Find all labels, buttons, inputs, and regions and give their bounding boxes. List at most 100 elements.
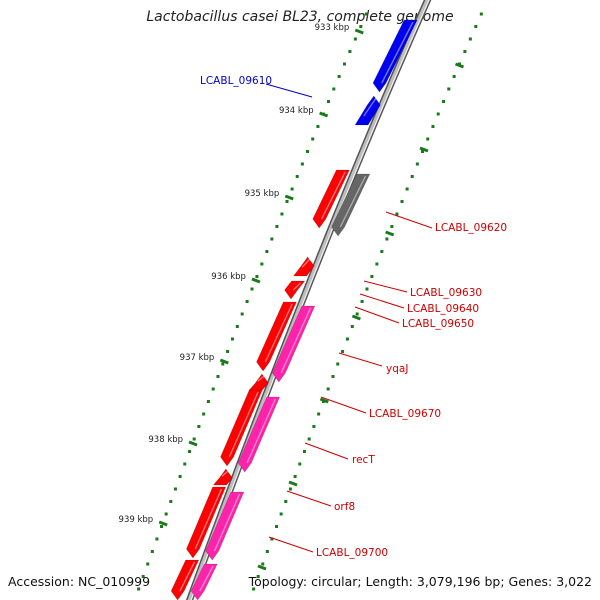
outer-tick-track: [421, 150, 425, 153]
scale-major-tick: [319, 111, 329, 118]
gene-label-LCABL_09620[interactable]: LCABL_09620: [435, 222, 507, 234]
gene-label-orf8[interactable]: orf8: [334, 501, 355, 513]
outer-tick-track: [479, 12, 483, 16]
outer-tick-track: [252, 587, 256, 591]
inner-tick-track: [245, 300, 249, 303]
scale-label: 938 kbp: [148, 435, 183, 445]
inner-tick-track: [300, 162, 304, 166]
gene-arrow-LCABL_09610-shine: [381, 21, 414, 84]
outer-tick-track: [385, 237, 389, 241]
outer-major-tick: [454, 62, 465, 69]
gene-arrow-LCABL_09670-shine: [257, 375, 265, 382]
outer-tick-track: [405, 187, 409, 191]
gene-arrow-orf8[interactable]: [212, 468, 233, 486]
gene-label-LCABL_09650[interactable]: LCABL_09650: [402, 318, 474, 330]
gene-arrow-orf8-shine: [221, 470, 229, 477]
outer-tick-track: [261, 562, 265, 566]
inner-tick-track: [364, 12, 368, 16]
outer-major-tick: [419, 146, 429, 153]
inner-tick-track: [137, 587, 141, 591]
inner-tick-track: [285, 200, 289, 203]
gene-arrow-LCABL_09700-shine: [194, 488, 223, 550]
outer-tick-track: [350, 325, 354, 328]
scale-major-tick: [251, 277, 261, 284]
gene-label-recT[interactable]: recT: [352, 454, 375, 466]
outer-major-tick: [319, 397, 329, 404]
gene-label-LCABL_09630[interactable]: LCABL_09630: [410, 287, 482, 299]
gene-arrow-yqaJ[interactable]: [256, 301, 297, 372]
gene-arrow-LCABL_09640[interactable]: [284, 280, 306, 300]
outer-tick-track: [410, 175, 414, 178]
gene-arrow-LCABL_09630-shine: [301, 258, 311, 268]
inner-tick-track: [169, 500, 173, 503]
gene-arrow-recT-shine: [228, 391, 259, 458]
outer-tick-track: [341, 350, 345, 353]
outer-tick-track: [415, 162, 419, 166]
inner-tick-track: [187, 450, 191, 453]
outer-tick-track: [317, 412, 321, 416]
scale-label: 933 kbp: [315, 23, 350, 33]
gene-label-LCABL_09670[interactable]: LCABL_09670: [369, 408, 441, 420]
gene-arrow-next-shine: [179, 561, 196, 592]
outer-tick-track: [302, 450, 306, 453]
inner-tick-track: [295, 175, 299, 178]
outer-tick-track: [370, 275, 374, 278]
scale-label: 939 kbp: [119, 515, 154, 525]
inner-tick-track: [306, 150, 310, 153]
inner-tick-track: [275, 225, 279, 228]
outer-tick-track: [431, 125, 435, 128]
gene-arrow-recT[interactable]: [220, 389, 263, 467]
gene-label-yqaJ[interactable]: yqaJ: [386, 363, 408, 375]
inner-tick-track: [226, 350, 230, 353]
inner-tick-track: [211, 387, 215, 391]
scale-label: 937 kbp: [180, 353, 215, 363]
feature-arrow-LCABL_09620-shine: [339, 175, 367, 228]
outer-major-tick: [385, 230, 395, 237]
inner-tick-track: [221, 362, 225, 366]
feature-arrow-LCABL_09620[interactable]: [331, 173, 371, 237]
gene-arrow-LCABL_09700[interactable]: [186, 486, 227, 559]
inner-tick-track: [150, 550, 154, 553]
gene-arrow-reverse-3-shine: [213, 493, 241, 552]
outer-tick-track: [395, 212, 399, 216]
gene-label-LCABL_09640[interactable]: LCABL_09640: [407, 303, 479, 315]
backbone: [187, 0, 430, 600]
scale-major-tick: [219, 358, 229, 365]
gene-label-leader: [354, 306, 400, 324]
gene-arrow-LCABL_09630[interactable]: [293, 256, 315, 277]
outer-tick-track: [468, 37, 472, 41]
gene-arrow-LCABL_09620[interactable]: [312, 169, 350, 229]
outer-tick-track: [270, 537, 274, 541]
gene-arrow-reverse-2[interactable]: [237, 396, 281, 473]
outer-tick-track: [312, 425, 316, 428]
inner-tick-track: [255, 275, 259, 278]
inner-tick-track: [359, 25, 363, 28]
outer-tick-track: [265, 550, 269, 553]
gene-arrow-reverse-4[interactable]: [190, 563, 218, 600]
outer-tick-track: [365, 287, 369, 291]
outer-major-tick: [288, 480, 298, 487]
scale-label: 934 kbp: [279, 106, 314, 116]
inner-tick-track: [235, 325, 239, 328]
gene-label-leader: [385, 211, 433, 229]
outer-tick-track: [298, 462, 302, 466]
gene-label-LCABL_09700[interactable]: LCABL_09700: [316, 547, 388, 559]
scale-major-tick: [354, 28, 364, 35]
scale-label: 935 kbp: [245, 189, 280, 199]
outer-major-tick: [351, 314, 361, 321]
gene-label-leader: [363, 280, 408, 293]
gene-arrow-reverse-1[interactable]: [271, 305, 316, 383]
outer-tick-track: [256, 575, 260, 578]
outer-tick-track: [336, 362, 340, 366]
inner-tick-track: [197, 425, 201, 428]
gene-label-LCABL_09610[interactable]: LCABL_09610: [200, 75, 272, 87]
gene-arrow-reverse-3[interactable]: [205, 491, 245, 561]
outer-tick-track: [447, 87, 451, 91]
gene-arrow-LCABL_09610[interactable]: [372, 19, 418, 93]
gene-arrow-next[interactable]: [170, 559, 200, 600]
gene-label-leader: [304, 442, 349, 460]
inner-tick-track: [260, 262, 264, 266]
gene-arrow-LCABL_09610-part-shine: [363, 97, 377, 117]
gene-arrow-LCABL_09610-part[interactable]: [354, 95, 381, 126]
